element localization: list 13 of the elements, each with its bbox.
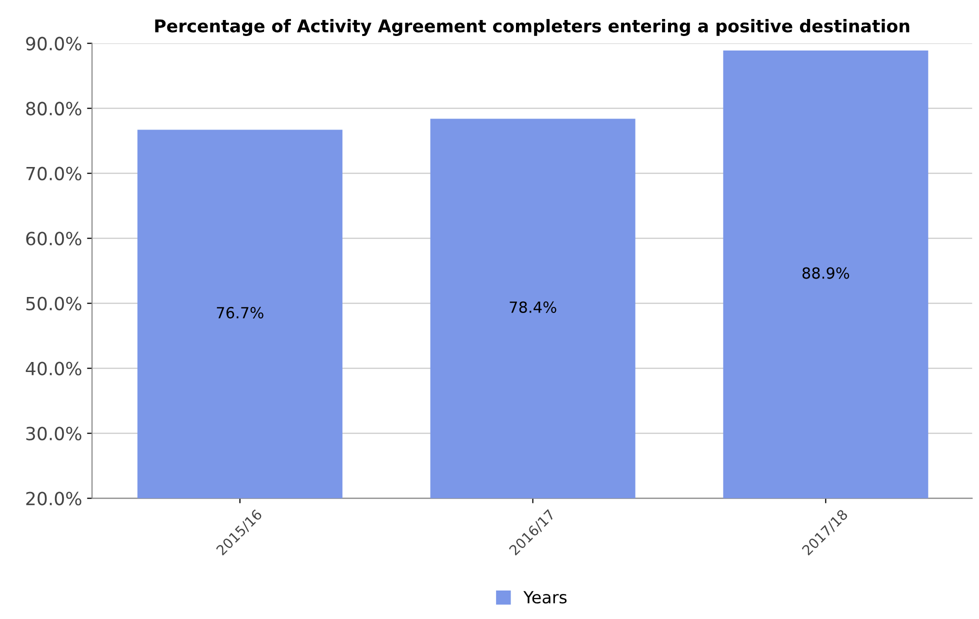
y-tick-label: 80.0%	[26, 102, 82, 116]
legend-label: Years	[523, 591, 567, 604]
y-tick-label: 90.0%	[26, 36, 82, 50]
data-label: 76.7%	[216, 306, 264, 318]
data-label: 88.9%	[802, 267, 850, 279]
data-label: 78.4%	[510, 301, 556, 313]
y-tick-label: 20.0%	[26, 492, 82, 506]
y-tick-label: 30.0%	[26, 426, 82, 440]
y-tick-label: 70.0%	[26, 166, 82, 180]
y-tick-label: 40.0%	[26, 362, 82, 376]
y-tick-label: 60.0%	[26, 232, 82, 246]
y-tick-label: 50.0%	[26, 296, 82, 310]
chart-title: Percentage of Activity Agreement completers entering a positive destination	[155, 19, 910, 36]
